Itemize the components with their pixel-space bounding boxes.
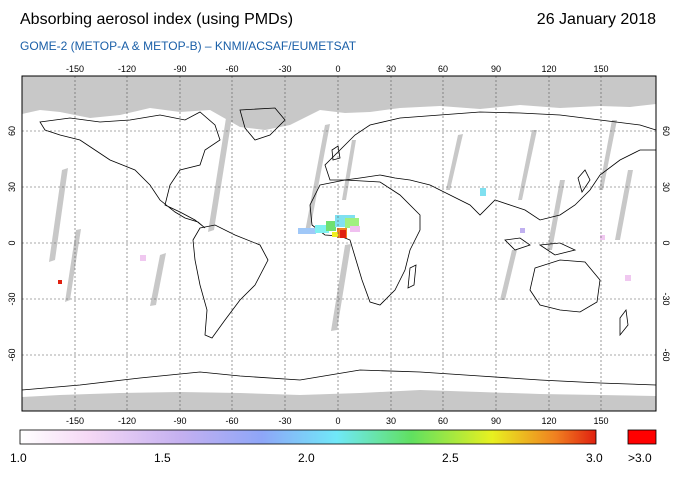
lon-label: 30 (386, 416, 396, 426)
colorbar-label: 3.0 (586, 451, 603, 465)
lon-label: 0 (335, 64, 340, 74)
map-frame (21, 75, 657, 412)
colorbar-gradient (19, 429, 597, 445)
lat-label: 0 (7, 240, 17, 245)
lon-label: -150 (66, 64, 84, 74)
aerosol-pixels (58, 188, 631, 284)
lat-label: -60 (7, 348, 17, 361)
lat-labels-left: 60 30 0 -30 -60 (7, 126, 17, 362)
lon-label: -30 (278, 64, 291, 74)
colorbar-label: 2.5 (442, 451, 459, 465)
lon-label: 60 (438, 416, 448, 426)
lon-label: -90 (173, 416, 186, 426)
lat-label: -30 (7, 292, 17, 305)
lon-label: 90 (491, 416, 501, 426)
map-title: Absorbing aerosol index (using PMDs) (20, 11, 294, 28)
lat-label: -30 (661, 292, 671, 305)
lon-label: 150 (593, 416, 608, 426)
lon-label: -30 (278, 416, 291, 426)
lon-label: 150 (593, 64, 608, 74)
lat-label: 60 (7, 126, 17, 136)
lat-label: 0 (661, 240, 671, 245)
lon-label: 0 (335, 416, 340, 426)
lon-label: 30 (386, 64, 396, 74)
lon-labels-top: -150 -120 -90 -60 -30 0 30 60 90 120 150 (66, 64, 609, 74)
lon-label: -90 (173, 64, 186, 74)
antarctic-no-data (22, 390, 656, 411)
arctic-no-data (22, 76, 656, 130)
lon-label: -120 (118, 64, 136, 74)
lon-label: -150 (66, 416, 84, 426)
graticule (22, 76, 656, 411)
lon-label: -60 (225, 416, 238, 426)
colorbar-label: 1.5 (154, 451, 171, 465)
colorbar-label: 1.0 (10, 451, 27, 465)
lon-label: -60 (225, 64, 238, 74)
lat-labels-right: 60 30 0 -30 -60 (661, 126, 671, 362)
lon-labels-bottom: -150 -120 -90 -60 -30 0 30 60 90 120 150 (66, 416, 609, 426)
colorbar-max-label: >3.0 (628, 451, 652, 465)
lon-label: 90 (491, 64, 501, 74)
lat-label: -60 (661, 348, 671, 361)
lat-label: 60 (661, 126, 671, 136)
lon-label: 120 (541, 64, 556, 74)
lat-label: 30 (661, 182, 671, 192)
lon-label: 60 (438, 64, 448, 74)
orbit-gaps (49, 117, 633, 331)
colorbar-max-swatch (627, 429, 657, 445)
colorbar-label: 2.0 (298, 451, 315, 465)
lat-label: 30 (7, 182, 17, 192)
map-date: 26 January 2018 (536, 11, 656, 28)
lon-label: -120 (118, 416, 136, 426)
map-subtitle: GOME-2 (METOP-A & METOP-B) – KNMI/ACSAF/… (20, 39, 357, 53)
lon-label: 120 (541, 416, 556, 426)
